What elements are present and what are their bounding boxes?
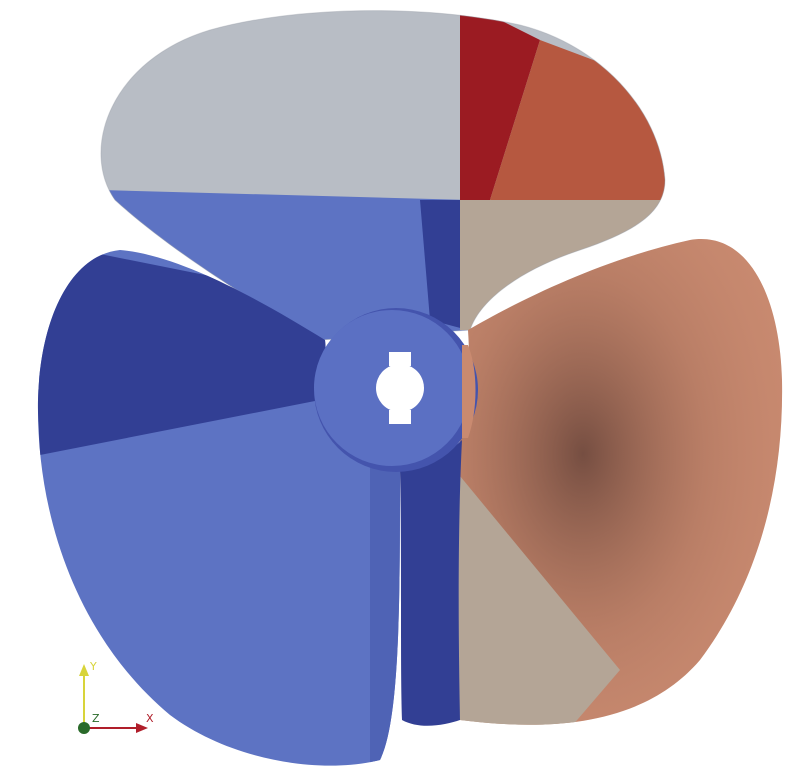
- shaft-keyhole: [376, 352, 424, 424]
- axis-label-y: Y: [89, 660, 97, 673]
- x-axis-arrow-icon: [136, 723, 148, 733]
- axis-label-z: Z: [92, 712, 100, 725]
- orientation-axes: Y X Z: [78, 660, 154, 734]
- propeller-hub: [314, 308, 478, 472]
- axis-label-x: X: [146, 712, 154, 725]
- right-blade: [456, 239, 783, 725]
- z-axis-point-icon: [78, 722, 90, 734]
- bottom-blade: [400, 440, 462, 726]
- y-axis-arrow-icon: [79, 664, 89, 676]
